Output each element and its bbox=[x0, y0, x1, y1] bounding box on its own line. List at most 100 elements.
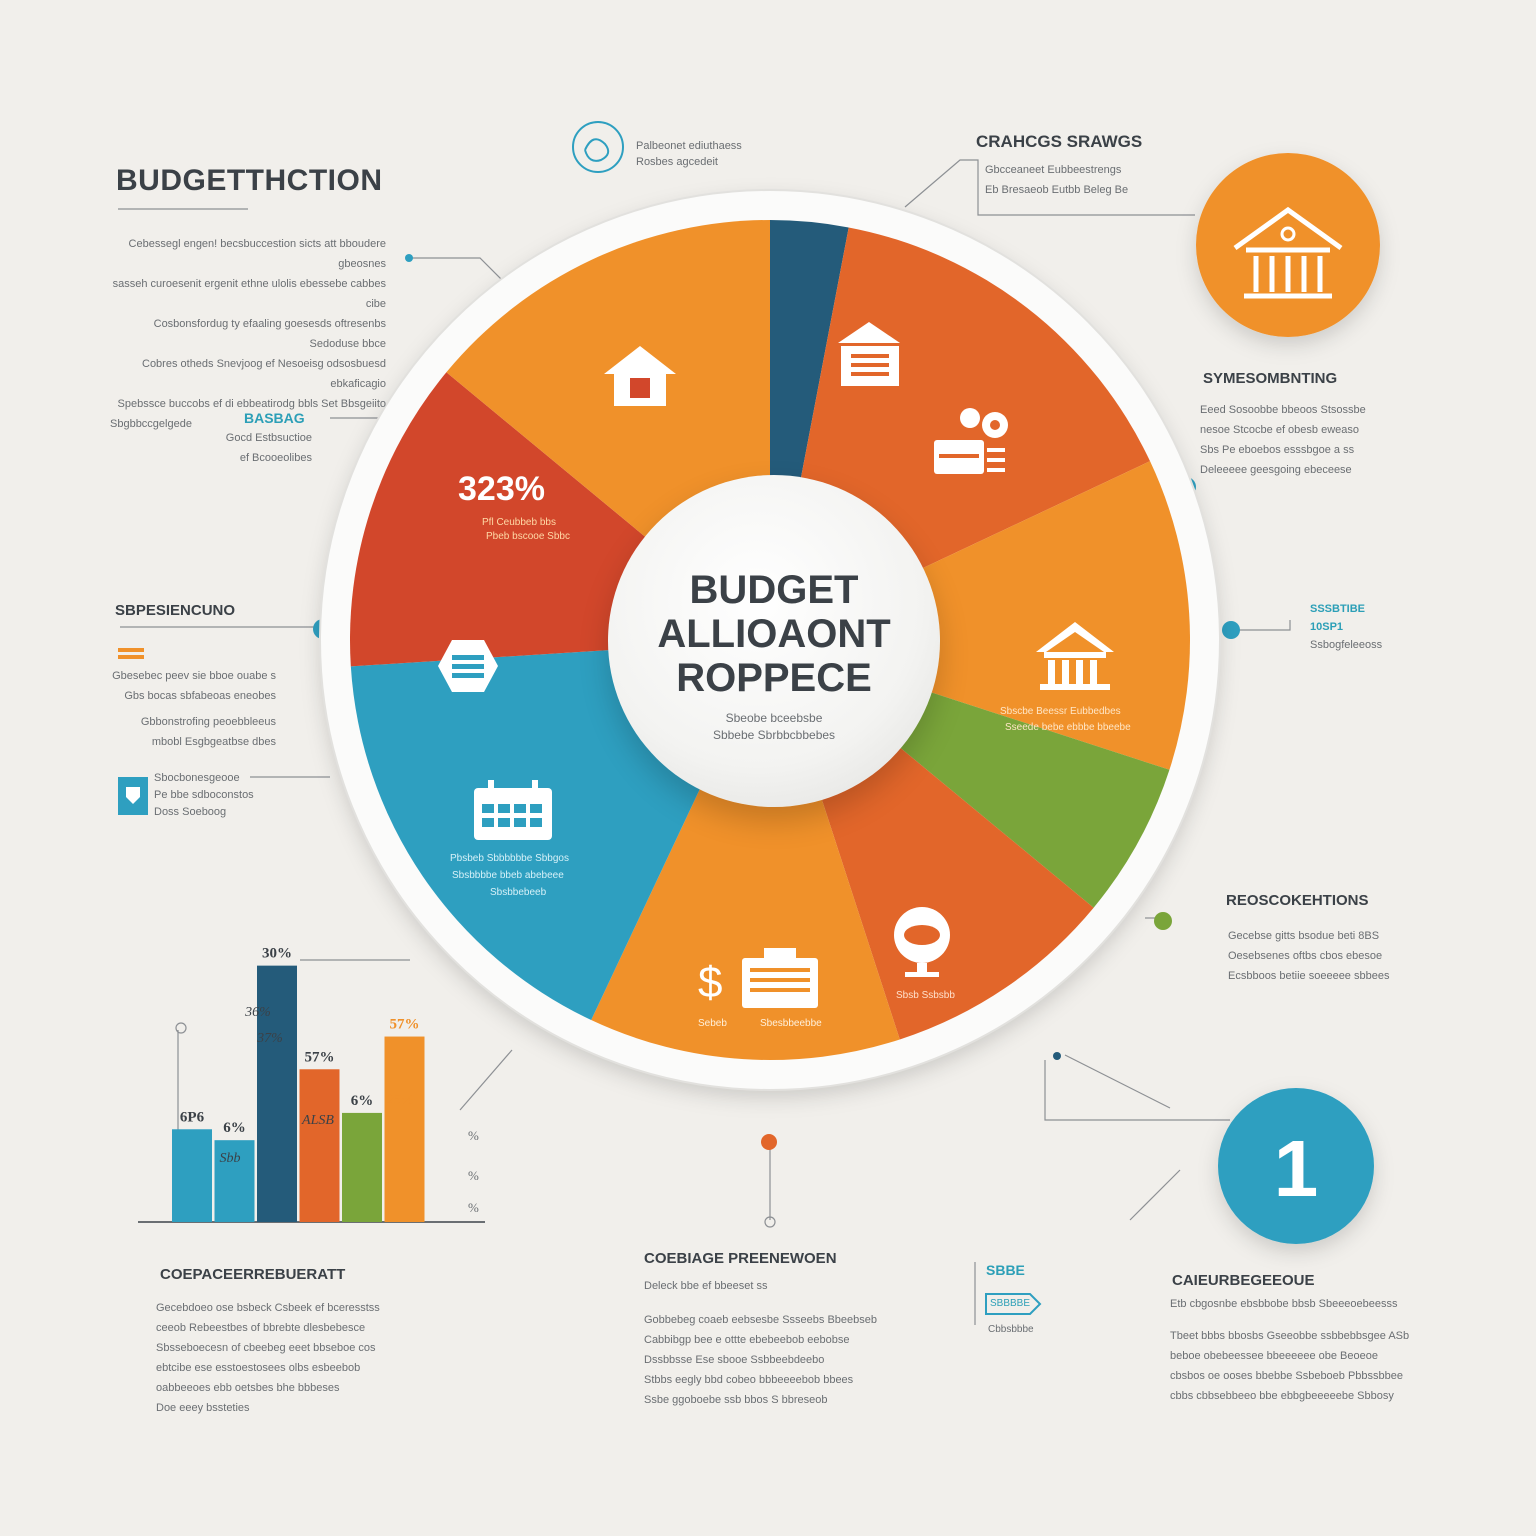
bar-data-label: 57% bbox=[305, 1049, 335, 1065]
bottom-note-2-line: Stbbs eegly bbd cobeo bbbeeeebob bbees bbox=[644, 1374, 854, 1386]
bottom-note-2-title: COEBIAGE PREENEWOEN bbox=[644, 1250, 837, 1267]
segment-caption-docs-1: Sebeb bbox=[698, 1018, 727, 1029]
bottom-mid-tag-box: SBBBBE bbox=[990, 1298, 1031, 1309]
pie-slice-3 bbox=[770, 461, 1190, 770]
bar-data-label: 6% bbox=[351, 1093, 374, 1109]
dollar-sign-icon: $ bbox=[698, 958, 723, 1007]
bottom-mid-tag-sub: Cbbsbbbe bbox=[988, 1324, 1034, 1335]
right-note-3-line: Ecsbboos betiie soeeeee sbbees bbox=[1228, 970, 1390, 982]
storage-box-icon bbox=[838, 322, 900, 386]
segment-caption-calendar-3: Sbsbbebeeb bbox=[490, 887, 547, 898]
bottom-note-3-line: cbbs cbbsebbeeo bbe ebbgbeeeeebe Sbbosy bbox=[1170, 1390, 1394, 1402]
badge-orange bbox=[1196, 153, 1380, 337]
top-right-note-line: Gbcceaneet Eubbeestrengs bbox=[985, 164, 1122, 176]
bank-icon bbox=[1036, 622, 1114, 690]
document-stack-icon bbox=[742, 948, 818, 1008]
bottom-note-3-title: CAIEURBEGEEOUE bbox=[1172, 1272, 1315, 1289]
bar-4 bbox=[299, 1069, 340, 1222]
bar-data-label: 6P6 bbox=[180, 1109, 205, 1125]
left-note-2-title: SBPESIENCUNO bbox=[115, 602, 236, 619]
bar-axis-tick: % bbox=[468, 1200, 479, 1215]
bottom-note-3-line: Etb cbgosnbe ebsbbobe bbsb Sbeeeoebeesss bbox=[1170, 1298, 1398, 1310]
calendar-icon bbox=[474, 780, 552, 840]
segment-caption-docs-2: Sbesbbeebbe bbox=[760, 1018, 822, 1029]
left-note-1-line: ef Bcooeolibes bbox=[239, 452, 312, 464]
pie-center-sub-line-2: Sbbebe Sbrbbcbbebes bbox=[712, 728, 836, 742]
right-note-1-line: Eeed Sosoobbe bbeoos Stsossbe bbox=[1200, 404, 1366, 416]
circle-icon bbox=[572, 121, 624, 173]
header-line: Spebssce buccobs ef di ebbeatirodg bbls … bbox=[117, 398, 386, 410]
left-note-2-line: mbobl Esgbgeatbse dbes bbox=[151, 736, 276, 748]
bar-3 bbox=[257, 965, 297, 1222]
globe-icon bbox=[894, 907, 950, 977]
bottom-note-3-line: Tbeet bbbs bbosbs Gseeobbe ssbbebbsgee A… bbox=[1170, 1330, 1410, 1342]
bar-extra-label: 25% bbox=[386, 1092, 414, 1108]
pie-slice-6 bbox=[591, 640, 900, 1060]
bank-badge-icon bbox=[1233, 206, 1343, 299]
segment-caption-calendar-2: Sbsbbbbe bbeb abebeee bbox=[452, 870, 564, 881]
pie-center-title-line-1: BUDGET bbox=[689, 568, 859, 612]
bottom-note-1-line: Gecebdoeo ose bsbeck Csbeek ef bceressts… bbox=[156, 1302, 380, 1314]
left-note-1-title: BASBAG bbox=[244, 410, 305, 426]
right-note-1-line: nesoe Stcocbe ef obesb eweaso bbox=[1200, 424, 1360, 436]
arrow-tag-icon bbox=[985, 1293, 1042, 1315]
bar-data-label: 30% bbox=[262, 946, 292, 962]
bottom-note-1-line: Doe eeey bssteties bbox=[156, 1402, 250, 1414]
top-right-note-title: CRAHCGS SRAWGS bbox=[976, 132, 1143, 151]
bar-5 bbox=[342, 1112, 382, 1222]
left-note-2-line: Gbs bocas sbfabeoas eneobes bbox=[124, 690, 276, 702]
bar-extra-label: 37% bbox=[256, 1031, 283, 1046]
top-center-note: Palbeonet ediuthaess Rosbes agcedeit bbox=[636, 138, 742, 170]
header-line: Cebessegl engen! becsbuccestion sicts at… bbox=[128, 238, 386, 270]
number-badge bbox=[1218, 1088, 1374, 1244]
shield-card-icon bbox=[118, 777, 148, 815]
segment-caption-globe: Sbsb Ssbsbb bbox=[896, 990, 955, 1001]
left-note-3-line: Doss Soeboog bbox=[154, 806, 227, 818]
bottom-note-2-line: Gobbebeg coaeb eebsesbe Ssseebs Bbeebseb bbox=[644, 1314, 878, 1326]
house-icon bbox=[604, 346, 676, 406]
segment-caption-bank-1: Sbscbe Beessr Eubbedbes bbox=[1000, 706, 1121, 717]
bottom-note-1-line: Sbsseboecesn of cbeebeg eeet bbseboe cos bbox=[156, 1342, 376, 1354]
left-note-2-line: Gbbonstrofing peoebbleeus bbox=[140, 716, 276, 728]
bar-extra-label: 36% bbox=[244, 1005, 271, 1020]
bar-data-label: 6% bbox=[223, 1120, 246, 1136]
header-line: Cosbonsfordug ty efaaling goesesds oftre… bbox=[153, 318, 386, 350]
bar-2 bbox=[214, 1140, 255, 1222]
header-body: Cebessegl engen! becsbuccestion sicts at… bbox=[110, 234, 386, 434]
gear-briefcase-icon bbox=[934, 408, 1008, 474]
left-note-3-line: Pe bbe sdboconstos bbox=[154, 789, 254, 801]
bottom-note-3-line: cbsbos oe ooses bbebbe Ssbeboeb Pbbssbbe… bbox=[1170, 1370, 1404, 1382]
bar-extra-label: Sbb bbox=[220, 1151, 241, 1166]
segment-caption-calendar-1: Pbsbeb Sbbbbbbe Sbbgos bbox=[450, 853, 569, 864]
bar-axis-tick: % bbox=[468, 1168, 479, 1183]
pie-percent-label: 323% bbox=[458, 470, 545, 508]
top-center-note-line: Rosbes agcedeit bbox=[636, 156, 718, 168]
bottom-note-1-line: ebtcibe ese esstoestosees olbs esbeebob bbox=[156, 1362, 361, 1374]
bottom-mid-tag-label: SBBE bbox=[986, 1262, 1025, 1278]
right-note-3-line: Gecebse gitts bsodue beti 8BS bbox=[1228, 930, 1380, 942]
page-title: BUDGETTHCTION bbox=[116, 164, 383, 197]
right-note-2-line: 10SP1 bbox=[1310, 621, 1344, 633]
right-note-1-line: Sbs Pe eboebos esssbgoe a ss bbox=[1200, 444, 1355, 456]
header-line: Sbgbbccgelgede bbox=[110, 418, 192, 430]
right-note-1-line: Deleeeee geesgoing ebeceese bbox=[1200, 464, 1352, 476]
segment-caption-bank-2: Sseede bebe ebbbe bbeebe bbox=[1005, 722, 1131, 733]
right-note-3-title: REOSCOKEHTIONS bbox=[1226, 892, 1369, 909]
list-hexagon-icon bbox=[438, 640, 498, 692]
pie-center-title-line-2: ALLIOAONT bbox=[657, 612, 891, 656]
bottom-note-2-line: Deleck bbe ef bbeeset ss bbox=[644, 1280, 768, 1292]
right-note-2-line: SSSBTIBE bbox=[1310, 603, 1366, 615]
bar-6 bbox=[384, 1036, 425, 1222]
right-note-3-line: Oesebsenes oftbs cbos ebesoe bbox=[1228, 950, 1383, 962]
bar-1 bbox=[172, 1129, 212, 1222]
number-badge-value: 1 bbox=[1274, 1124, 1319, 1213]
right-note-2-line: Ssbogfeleeoss bbox=[1310, 639, 1383, 651]
pie-percent-sub-2: Pbeb bscooe Sbbc bbox=[486, 531, 570, 542]
bottom-note-2-line: Dssbbsse Ese sbooe Ssbbeebdeebo bbox=[644, 1354, 825, 1366]
bottom-note-1-line: oabbeeoes ebb oetsbes bhe bbbeses bbox=[156, 1382, 340, 1394]
left-note-3-line: Sbocbonesgeooe bbox=[154, 772, 240, 784]
pie-center-disk bbox=[608, 475, 940, 807]
connector-lines bbox=[118, 159, 1291, 1325]
header-line: sasseh curoesenit ergenit ethne ulolis e… bbox=[112, 278, 386, 310]
bottom-note-1-line: ceeob Rebeestbes of bbrebte dlesbebesce bbox=[156, 1322, 366, 1334]
